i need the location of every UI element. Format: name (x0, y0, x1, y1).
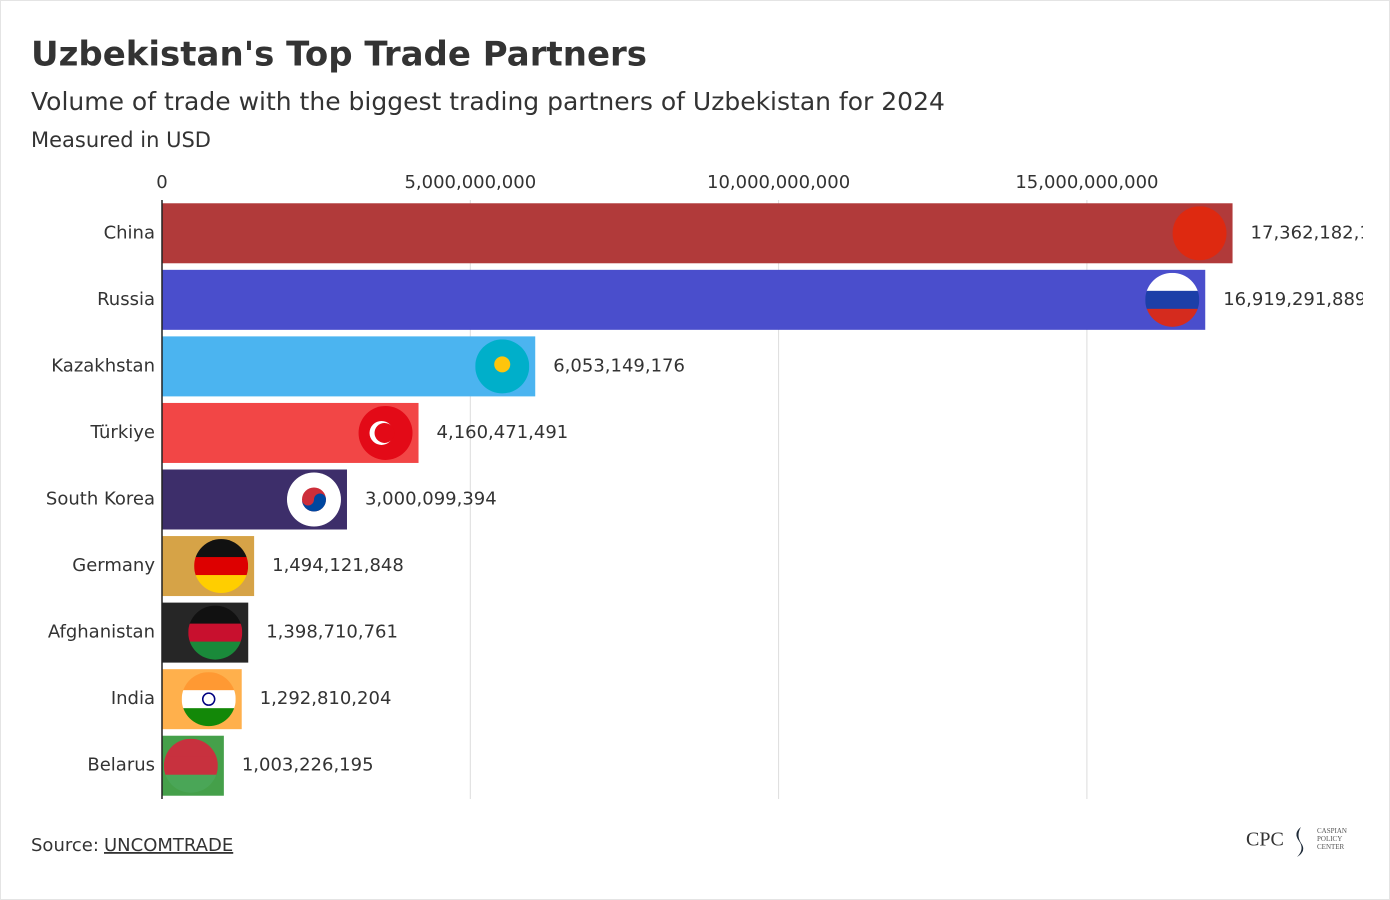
flag-detail (374, 422, 395, 443)
chart-subtitle: Volume of trade with the biggest trading… (31, 87, 945, 116)
x-tick-label: 10,000,000,000 (707, 172, 850, 193)
value-label: 3,000,099,394 (365, 489, 497, 510)
flag-stripe (181, 708, 236, 727)
flag-stripe (163, 738, 218, 758)
value-label: 1,398,710,761 (266, 622, 398, 643)
flag (475, 339, 530, 394)
flag (1145, 272, 1200, 327)
category-label: Belarus (87, 755, 155, 776)
category-label: South Korea (46, 489, 155, 510)
source-label: Source: (31, 835, 99, 856)
value-label: 1,494,121,848 (272, 555, 404, 576)
flag-stripe (1145, 290, 1200, 310)
flag-stripe (194, 539, 249, 558)
flag-stripe (163, 774, 218, 793)
unit-note: Measured in USD (31, 128, 211, 152)
source-link[interactable]: UNCOMTRADE (104, 835, 233, 856)
value-label: 16,919,291,889 (1223, 289, 1363, 310)
flag-stripe (1145, 272, 1200, 292)
flag-stripe (188, 641, 243, 660)
flag (286, 472, 341, 527)
value-label: 6,053,149,176 (553, 355, 685, 376)
category-label: Afghanistan (48, 622, 155, 643)
flag-stripe (188, 623, 243, 643)
chart: Uzbekistan's Top Trade Partners Volume o… (31, 35, 1382, 857)
flag (1172, 206, 1227, 261)
flag-detail (301, 493, 326, 512)
value-label: 4,160,471,491 (437, 422, 569, 443)
x-tick-label: 0 (156, 172, 167, 193)
flag-stripe (181, 672, 236, 691)
category-label: Russia (97, 289, 155, 310)
flag (194, 539, 249, 594)
flag (188, 605, 243, 660)
value-label: 1,003,226,195 (242, 755, 374, 776)
flag-stripe (1172, 206, 1227, 261)
logo-sub-wrap: CASPIAN POLICY CENTER (1317, 827, 1347, 851)
flag-stripe (1145, 308, 1200, 327)
flag (163, 738, 218, 793)
flag (358, 405, 413, 460)
category-label: Kazakhstan (51, 355, 155, 376)
value-label: 17,362,182,19 (1251, 222, 1363, 243)
flag-stripe (194, 557, 249, 576)
logo: CPC (1246, 829, 1284, 851)
flag-stripe (194, 575, 249, 594)
category-label: China (104, 222, 155, 243)
chart-title: Uzbekistan's Top Trade Partners (31, 35, 647, 75)
flag-detail (201, 692, 216, 706)
logo-sub: CASPIAN POLICY CENTER (1317, 827, 1347, 851)
logo-icon (1296, 827, 1304, 857)
flag-stripe (188, 605, 243, 625)
category-label: Germany (72, 555, 155, 576)
value-label: 1,292,810,204 (260, 688, 392, 709)
x-tick-label: 5,000,000,000 (404, 172, 536, 193)
flag-detail (494, 356, 511, 373)
bar (162, 336, 536, 397)
flag-stripe (163, 756, 218, 776)
bar (162, 203, 1233, 264)
flag-stripe (181, 690, 236, 709)
category-label: India (111, 688, 155, 709)
bar (162, 269, 1206, 330)
flag (181, 672, 236, 727)
category-label: Türkiye (90, 422, 156, 443)
x-tick-label: 15,000,000,000 (1015, 172, 1158, 193)
